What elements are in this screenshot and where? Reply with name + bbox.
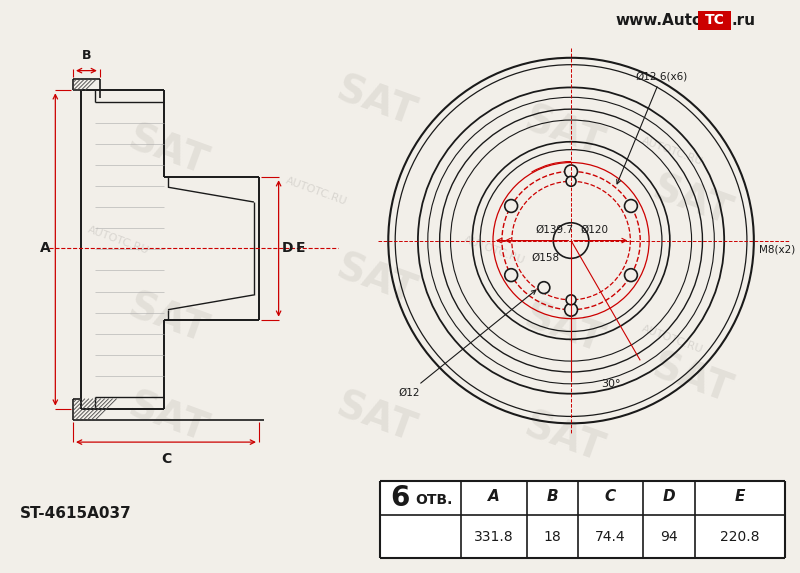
Text: D: D: [282, 241, 294, 256]
Text: AUTOTC.RU: AUTOTC.RU: [640, 136, 704, 167]
Text: 6: 6: [390, 484, 410, 512]
Text: A: A: [40, 241, 51, 256]
Text: ST-4615A037: ST-4615A037: [20, 506, 131, 521]
Circle shape: [505, 199, 518, 213]
Text: AUTOTC.RU: AUTOTC.RU: [462, 235, 526, 266]
Text: B: B: [546, 489, 558, 504]
Text: Ø12: Ø12: [398, 290, 536, 398]
Circle shape: [566, 176, 576, 186]
Text: C: C: [605, 489, 616, 504]
Text: SAT: SAT: [123, 120, 213, 183]
Text: Ø158: Ø158: [531, 252, 560, 262]
Text: E: E: [295, 241, 305, 256]
Text: C: C: [161, 452, 171, 466]
Circle shape: [505, 269, 518, 281]
Text: 220.8: 220.8: [720, 529, 760, 544]
Bar: [380, 481, 786, 558]
Text: Ø120: Ø120: [581, 225, 609, 235]
Text: Ø12.6(x6): Ø12.6(x6): [617, 72, 687, 184]
Text: SAT: SAT: [518, 297, 608, 362]
Circle shape: [565, 303, 578, 316]
Text: 30°: 30°: [601, 379, 620, 389]
Text: E: E: [735, 489, 745, 504]
Text: B: B: [82, 49, 91, 62]
Text: D: D: [662, 489, 675, 504]
Text: 94: 94: [660, 529, 678, 544]
Text: ОТВ.: ОТВ.: [415, 493, 452, 507]
Text: SAT: SAT: [330, 387, 420, 450]
Text: AUTOTC.RU: AUTOTC.RU: [640, 324, 704, 355]
Bar: [698, 11, 731, 30]
Text: 18: 18: [543, 529, 561, 544]
Text: A: A: [488, 489, 500, 504]
Text: SAT: SAT: [646, 347, 737, 411]
Circle shape: [625, 269, 638, 281]
Text: M8(x2): M8(x2): [758, 245, 795, 254]
Text: 331.8: 331.8: [474, 529, 514, 544]
Text: SAT: SAT: [123, 387, 213, 450]
Text: 74.4: 74.4: [595, 529, 626, 544]
Text: AUTOTC.RU: AUTOTC.RU: [86, 225, 150, 256]
Text: AUTOTC.RU: AUTOTC.RU: [284, 175, 348, 207]
Text: SAT: SAT: [123, 288, 213, 351]
Text: SAT: SAT: [330, 70, 420, 134]
Text: SAT: SAT: [330, 248, 420, 312]
Circle shape: [538, 282, 550, 293]
Text: www.Auto: www.Auto: [615, 13, 703, 28]
Circle shape: [565, 165, 578, 178]
Text: SAT: SAT: [518, 100, 608, 164]
Text: Ø139.7: Ø139.7: [535, 225, 574, 235]
Text: TC: TC: [704, 13, 724, 28]
Circle shape: [625, 199, 638, 213]
Text: SAT: SAT: [518, 406, 608, 470]
Text: .ru: .ru: [731, 13, 755, 28]
Circle shape: [566, 295, 576, 305]
Text: SAT: SAT: [646, 169, 737, 233]
